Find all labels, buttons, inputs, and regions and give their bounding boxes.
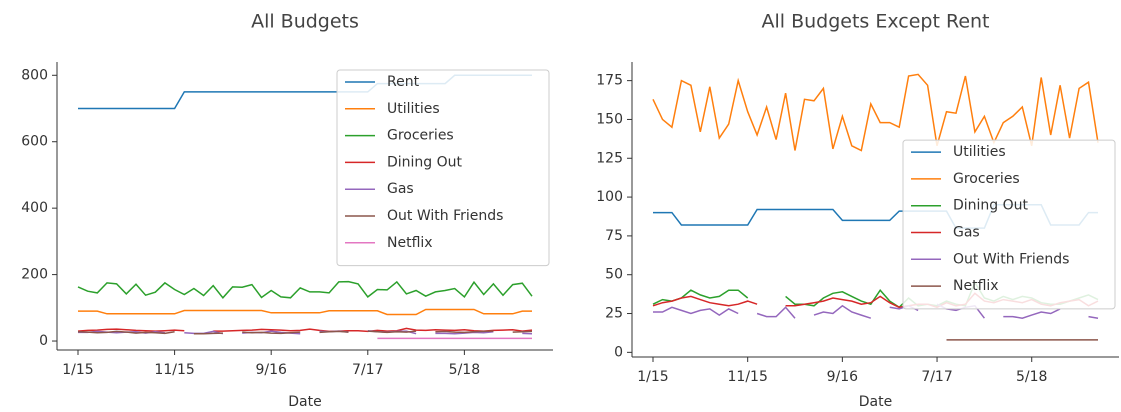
legend-label: Gas	[387, 181, 414, 197]
x-tick-label: 7/17	[352, 362, 383, 378]
legend-label: Gas	[953, 225, 980, 241]
series-line	[77, 280, 533, 299]
y-tick-label: 100	[596, 189, 623, 205]
x-axis-label: Date	[288, 394, 321, 410]
legend-label: Groceries	[953, 171, 1020, 187]
y-tick-label: 400	[21, 200, 48, 216]
x-tick-label: 11/15	[154, 362, 194, 378]
y-tick-label: 125	[596, 150, 623, 166]
y-tick-label: 175	[596, 73, 623, 89]
x-tick-label: 5/18	[449, 362, 480, 378]
legend-label: Utilities	[387, 101, 440, 117]
x-tick-label: 9/16	[827, 369, 859, 385]
legend-label: Out With Friends	[387, 208, 503, 224]
series-line	[77, 330, 533, 335]
legend-label: Dining Out	[387, 154, 463, 170]
x-tick-label: 1/15	[62, 362, 93, 378]
legend-label: Out With Friends	[953, 251, 1069, 267]
legend-box	[902, 139, 1116, 310]
legend-label: Dining Out	[953, 198, 1029, 214]
legend-label: Netflix	[953, 278, 999, 294]
legend-label: Rent	[387, 74, 420, 90]
y-tick-label: 800	[21, 67, 48, 83]
y-tick-label: 0	[614, 344, 623, 360]
y-tick-label: 25	[605, 306, 623, 322]
series-line	[78, 308, 532, 316]
y-tick-label: 600	[21, 134, 48, 150]
y-tick-label: 0	[39, 333, 48, 349]
chart-title: All Budgets Except Rent	[762, 11, 990, 33]
x-axis-label: Date	[859, 394, 892, 410]
series-line	[77, 327, 533, 333]
x-tick-label: 11/15	[728, 369, 768, 385]
legend-label: Netflix	[387, 235, 433, 251]
chart-title: All Budgets	[251, 11, 359, 33]
y-tick-label: 150	[596, 111, 623, 127]
y-tick-label: 75	[605, 228, 623, 244]
x-tick-label: 5/18	[1016, 369, 1047, 385]
legend-box	[336, 69, 550, 267]
y-tick-label: 50	[605, 267, 623, 283]
x-tick-label: 9/16	[255, 362, 287, 378]
y-tick-label: 200	[21, 267, 48, 283]
x-tick-label: 7/17	[921, 369, 952, 385]
x-tick-label: 1/15	[637, 369, 668, 385]
legend-label: Groceries	[387, 128, 454, 144]
legend-label: Utilities	[953, 144, 1006, 160]
series-line	[652, 73, 1099, 152]
